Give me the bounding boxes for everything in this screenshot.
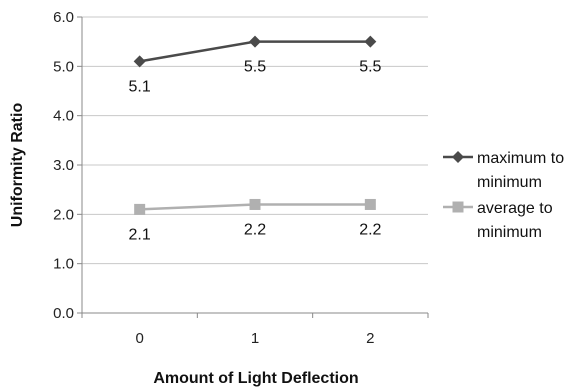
x-tick-label: 1 [251,330,259,347]
data-label: 2.1 [129,226,151,243]
legend-label: average to [477,200,553,217]
x-tick-labels: 0 1 2 [135,330,374,347]
data-label: 5.1 [129,78,151,95]
y-tick-label: 1.0 [53,256,74,273]
legend-label: minimum [477,174,542,191]
y-tick-labels: 0.0 1.0 2.0 3.0 4.0 5.0 6.0 [53,9,74,322]
legend: maximum to minimum average to minimum [443,150,564,241]
series-group: 5.1 5.5 5.5 2.1 2.2 2.2 [129,35,382,243]
data-point [249,35,261,48]
data-label: 5.5 [359,59,381,76]
y-axis-title: Uniformity Ratio [9,103,26,228]
legend-label: minimum [477,224,542,241]
series-2: 2.1 2.2 2.2 [129,198,382,243]
legend-entry-1: maximum to minimum [443,150,564,191]
y-tick-label: 6.0 [53,9,74,26]
x-tick-label: 2 [366,330,374,347]
square-marker-icon [452,201,464,213]
data-point [133,55,146,68]
data-point [249,198,261,210]
diamond-marker-icon [452,151,464,163]
y-tick-label: 5.0 [53,58,74,75]
data-point [134,203,146,215]
data-label: 2.2 [359,221,381,238]
data-point [364,35,377,48]
legend-entry-2: average to minimum [443,200,553,241]
data-point [364,198,376,210]
x-tick-label: 0 [135,330,143,347]
x-axis-title: Amount of Light Deflection [153,370,358,387]
data-label: 5.5 [244,59,266,76]
axes [77,16,429,318]
y-tick-label: 4.0 [53,108,74,125]
series-1: 5.1 5.5 5.5 [129,35,382,95]
y-tick-label: 3.0 [53,157,74,174]
legend-label: maximum to [477,150,564,167]
data-label: 2.2 [244,221,266,238]
y-tick-label: 0.0 [53,305,74,322]
y-tick-label: 2.0 [53,206,74,223]
